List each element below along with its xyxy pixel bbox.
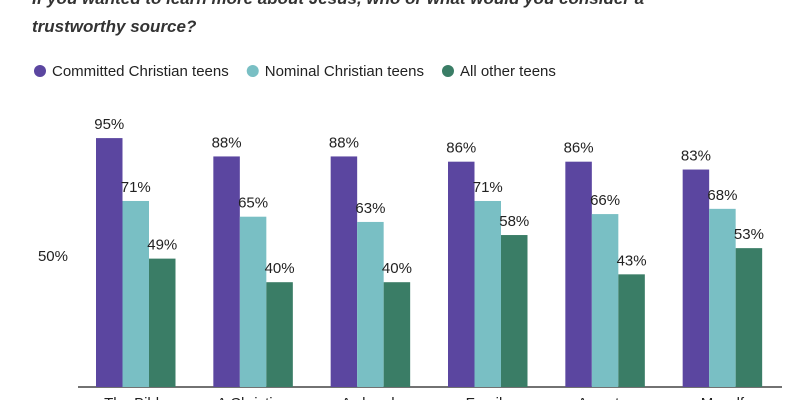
bar — [735, 248, 763, 387]
value-label: 66% — [590, 192, 620, 209]
value-label: 40% — [265, 260, 295, 277]
bar — [682, 169, 710, 387]
bar — [239, 216, 267, 387]
value-label: 71% — [121, 179, 151, 196]
y-tick-label: 50% — [38, 248, 68, 265]
value-label: 88% — [212, 134, 242, 151]
bar — [565, 161, 592, 387]
value-label: 95% — [94, 116, 124, 133]
bar — [330, 156, 358, 387]
bar — [266, 282, 293, 387]
legend-label: Committed Christian teens — [52, 63, 229, 80]
bar — [448, 161, 475, 387]
value-label: 58% — [499, 213, 529, 230]
bar — [474, 200, 501, 387]
bar — [383, 282, 411, 387]
legend-swatch — [34, 65, 46, 77]
x-tick-label: A church — [341, 395, 399, 400]
legend-swatch — [246, 65, 259, 77]
bar — [357, 221, 384, 387]
value-label: 53% — [734, 226, 764, 243]
value-label: 40% — [382, 260, 412, 277]
value-label: 88% — [329, 134, 359, 151]
x-tick-label: Family — [466, 395, 511, 400]
legend-swatch — [441, 65, 454, 77]
bar — [122, 200, 149, 387]
value-label: 65% — [238, 195, 268, 212]
legend-label: Nominal Christian teens — [265, 63, 424, 80]
bar — [149, 258, 176, 387]
legend-label: All other teens — [460, 63, 556, 80]
x-tick-label: A Christian — [217, 395, 290, 400]
x-tick-label: A pastor — [578, 395, 633, 400]
bar — [96, 138, 123, 387]
value-label: 43% — [617, 252, 647, 269]
chart-title: If you wanted to learn more about Jesus,… — [32, 0, 644, 8]
value-label: 63% — [355, 200, 385, 217]
bar — [591, 214, 619, 387]
x-tick-label: Myself — [701, 395, 745, 400]
bar — [618, 274, 645, 387]
value-label: 83% — [681, 148, 711, 165]
chart-title: trustworthy source? — [32, 17, 197, 36]
x-tick-label: The Bible — [104, 395, 167, 400]
value-label: 71% — [473, 179, 503, 196]
value-label: 86% — [446, 140, 476, 157]
value-label: 49% — [147, 237, 177, 254]
bar — [213, 156, 240, 387]
bar — [709, 208, 736, 387]
bar — [501, 235, 528, 387]
value-label: 86% — [564, 140, 594, 157]
value-label: 68% — [707, 187, 737, 204]
